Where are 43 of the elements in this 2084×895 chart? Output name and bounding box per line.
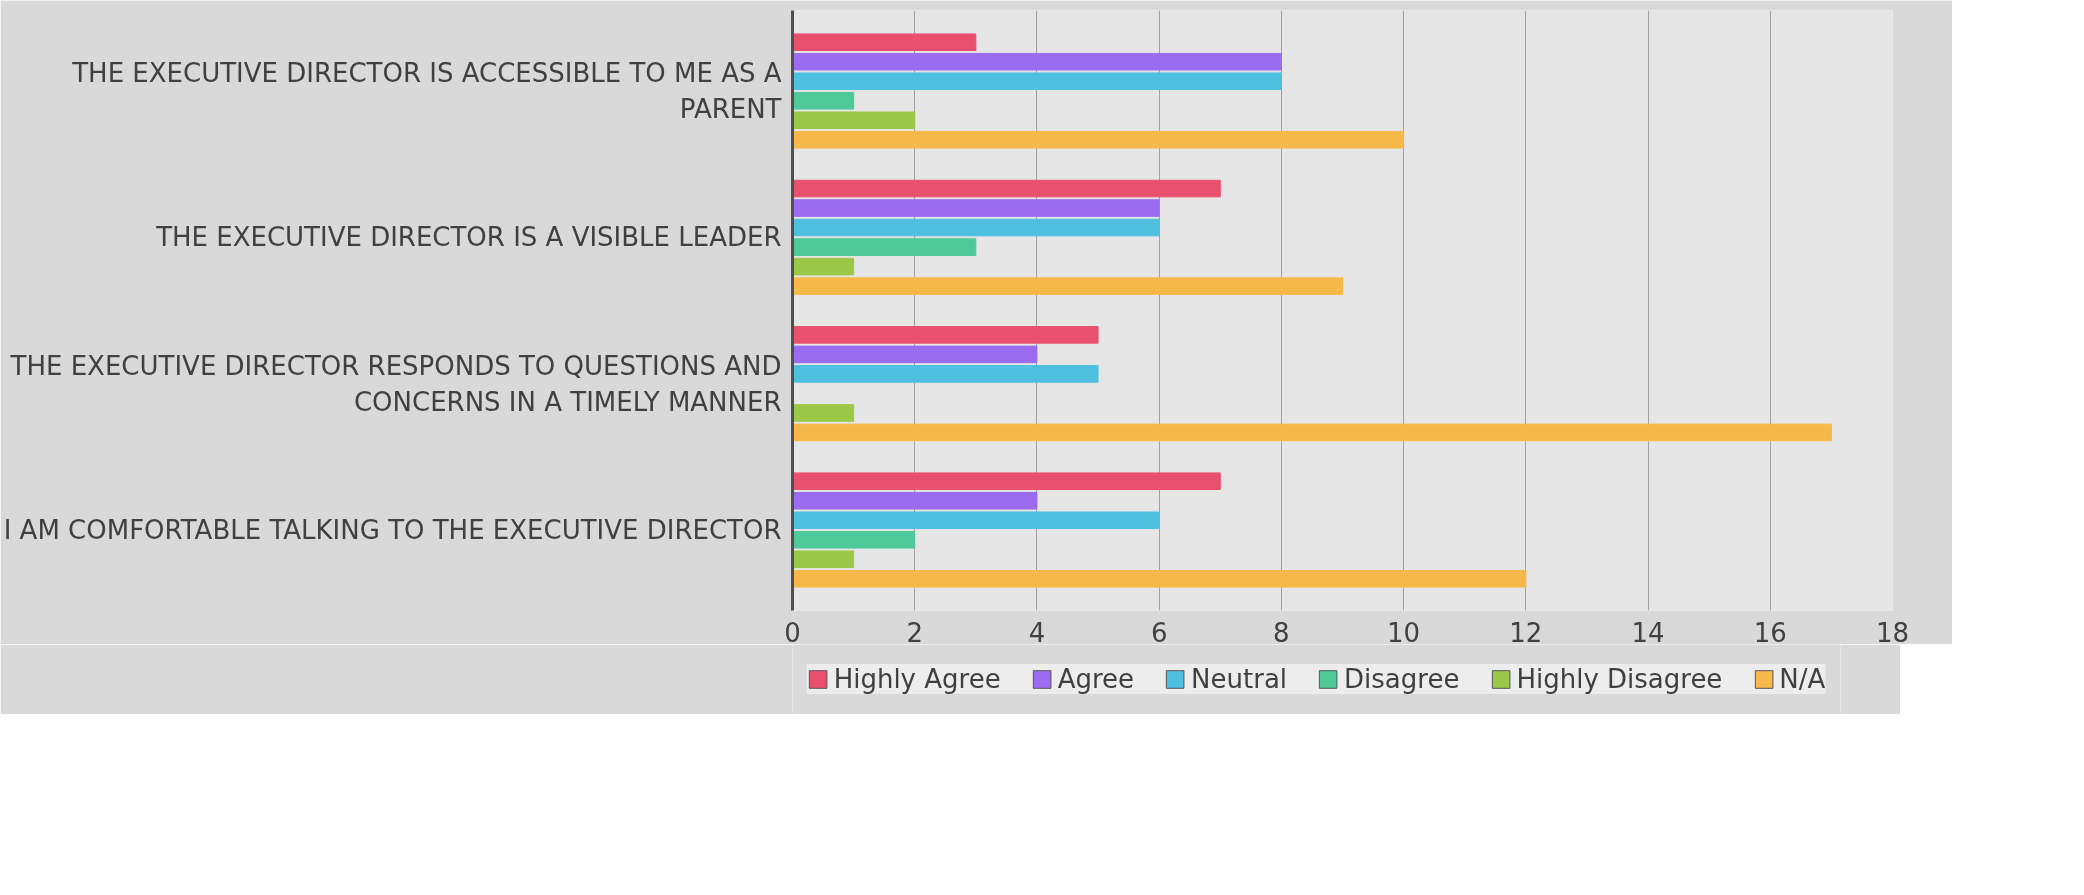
x-tick-label: 18 — [1875, 617, 1910, 648]
bar — [792, 52, 1282, 71]
x-tick-label: 14 — [1631, 617, 1665, 648]
y-tick-label: THE EXECUTIVE DIRECTOR IS ACCESSIBLE TO ME AS A PARENT — [71, 57, 782, 124]
bar — [792, 404, 855, 422]
bar — [792, 345, 1038, 364]
x-tick-label: 4 — [1028, 617, 1046, 648]
bar — [792, 91, 855, 110]
bar — [792, 423, 1832, 442]
bar — [792, 130, 1405, 149]
bar — [792, 472, 1221, 491]
legend-label: Highly Agree — [833, 664, 1001, 694]
bar — [792, 257, 855, 276]
bar — [792, 33, 977, 51]
bar — [792, 550, 855, 569]
legend-label: Agree — [1057, 664, 1135, 694]
x-tick-label: 6 — [1150, 617, 1168, 648]
bar — [792, 530, 916, 549]
x-tick-label: 16 — [1753, 617, 1787, 648]
bar — [792, 491, 1038, 510]
x-tick-label: 2 — [906, 617, 923, 648]
bar — [792, 179, 1221, 198]
bar — [792, 365, 1099, 383]
legend-label: Highly Disagree — [1516, 664, 1723, 694]
bar — [792, 326, 1099, 344]
bar — [792, 238, 977, 256]
bar — [792, 218, 1160, 237]
y-tick-label: THE EXECUTIVE DIRECTOR RESPONDS TO QUESTIONS AND CONCERNS IN A TIMELY MANNER — [9, 350, 782, 417]
bar — [792, 72, 1282, 91]
y-tick-label: I AM COMFORTABLE TALKING TO THE EXECUTIVE DIRECTOR — [3, 515, 782, 546]
bar — [792, 511, 1160, 530]
x-tick-label: 0 — [784, 617, 801, 648]
legend-label: Neutral — [1191, 664, 1288, 694]
bar — [792, 277, 1343, 295]
x-tick-label: 8 — [1273, 617, 1290, 648]
legend-label: Disagree — [1344, 664, 1460, 694]
bar — [792, 570, 1527, 588]
x-tick-label: 10 — [1387, 617, 1421, 648]
bar — [792, 111, 916, 130]
bar — [792, 199, 1160, 217]
y-tick-label: THE EXECUTIVE DIRECTOR IS A VISIBLE LEADER — [155, 222, 782, 253]
x-tick-label: 12 — [1509, 617, 1543, 648]
legend-label: N/A — [1779, 664, 1826, 694]
